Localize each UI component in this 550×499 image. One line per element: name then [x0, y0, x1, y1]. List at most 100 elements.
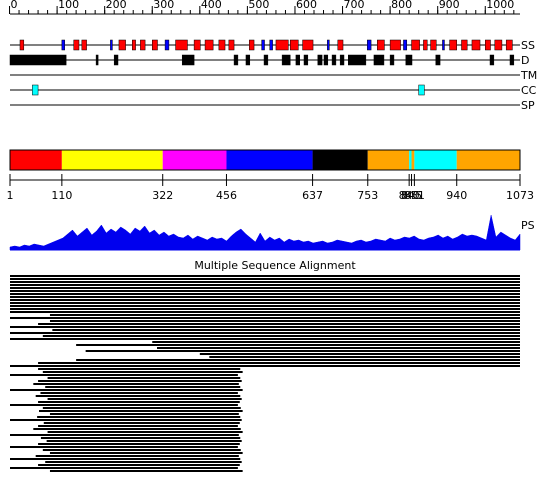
feature [113, 54, 119, 66]
domain-label: 845 [401, 189, 422, 202]
track-label: CC [521, 84, 537, 97]
ruler-label: 1000 [486, 0, 514, 11]
feature [303, 54, 309, 66]
feature [327, 39, 330, 51]
alignment-row [10, 338, 520, 340]
alignment-row [38, 401, 240, 403]
feature [181, 54, 195, 66]
feature [269, 39, 273, 51]
feature [403, 39, 408, 51]
ruler-label: 500 [248, 0, 269, 11]
domain [162, 150, 227, 170]
feature [423, 39, 428, 51]
alignment-row [10, 434, 239, 436]
alignment-row [49, 314, 521, 316]
alignment-row [37, 416, 241, 418]
domain-label: 456 [216, 189, 237, 202]
feature [261, 39, 265, 51]
feature [151, 39, 158, 51]
feature [331, 54, 337, 66]
ruler-label: 0 [11, 0, 18, 11]
feature [295, 54, 300, 66]
feature [245, 54, 251, 66]
domain [61, 150, 163, 170]
feature [302, 39, 314, 51]
ruler-label: 100 [58, 0, 79, 11]
domain-frame [9, 149, 521, 171]
domain-label: 840 [399, 189, 420, 202]
alignment-row [10, 326, 520, 328]
domain-label: 322 [152, 189, 173, 202]
alignment-row [38, 323, 520, 325]
alignment-row [199, 353, 520, 355]
ruler-label: 700 [344, 0, 365, 11]
alignment-row [38, 368, 241, 370]
feature [505, 39, 513, 51]
feature [337, 39, 344, 51]
domain [226, 150, 313, 170]
alignment-row [33, 383, 239, 385]
domain [414, 150, 457, 170]
alignment-row [85, 350, 521, 352]
feature [19, 39, 25, 51]
alignment-row [152, 341, 520, 343]
alignment-row [10, 311, 520, 313]
alignment-row [76, 359, 521, 361]
track-label: D [521, 54, 529, 67]
alignment-row [10, 281, 520, 283]
alignment-row [45, 386, 241, 388]
alignment-row [43, 422, 240, 424]
ps-profile [9, 214, 521, 251]
alignment-row [42, 371, 243, 373]
alignment-row [49, 470, 243, 472]
feature [73, 39, 80, 51]
track-label: TM [520, 69, 537, 82]
feature [405, 54, 413, 66]
alignment-row [35, 395, 241, 397]
domain-label: 110 [51, 189, 72, 202]
feature [461, 39, 468, 51]
alignment-row [38, 425, 238, 427]
ruler-label: 800 [391, 0, 412, 11]
feature [471, 39, 481, 51]
alignment-row [42, 449, 241, 451]
domain-label: 753 [357, 189, 378, 202]
alignment-row [47, 431, 243, 433]
alignment-row [10, 299, 520, 301]
alignment-row [35, 455, 239, 457]
feature [494, 39, 503, 51]
alignment-row [49, 413, 239, 415]
domain [10, 150, 62, 170]
feature [442, 39, 445, 51]
feature [140, 39, 146, 51]
feature [389, 39, 401, 51]
alignment-row [10, 317, 520, 319]
feature [435, 54, 441, 66]
feature [9, 54, 67, 66]
feature [218, 39, 226, 51]
feature [317, 54, 323, 66]
feature [249, 39, 255, 51]
feature [449, 39, 457, 51]
feature [95, 54, 99, 66]
alignment-row [10, 467, 238, 469]
feature [228, 39, 235, 51]
coil [32, 84, 39, 96]
feature [509, 54, 515, 66]
alignment-row [49, 320, 521, 322]
feature [377, 39, 385, 51]
ruler-label: 900 [439, 0, 460, 11]
alignment-row [10, 293, 520, 295]
track-label: SS [521, 39, 535, 52]
feature [110, 39, 113, 51]
feature [81, 39, 87, 51]
feature [489, 54, 495, 66]
alignment-row [49, 452, 243, 454]
alignment-row [10, 446, 238, 448]
domain [409, 150, 412, 170]
feature [275, 39, 289, 51]
alignment-row [10, 290, 520, 292]
domain [456, 150, 520, 170]
msa-title: Multiple Sequence Alignment [194, 259, 356, 272]
